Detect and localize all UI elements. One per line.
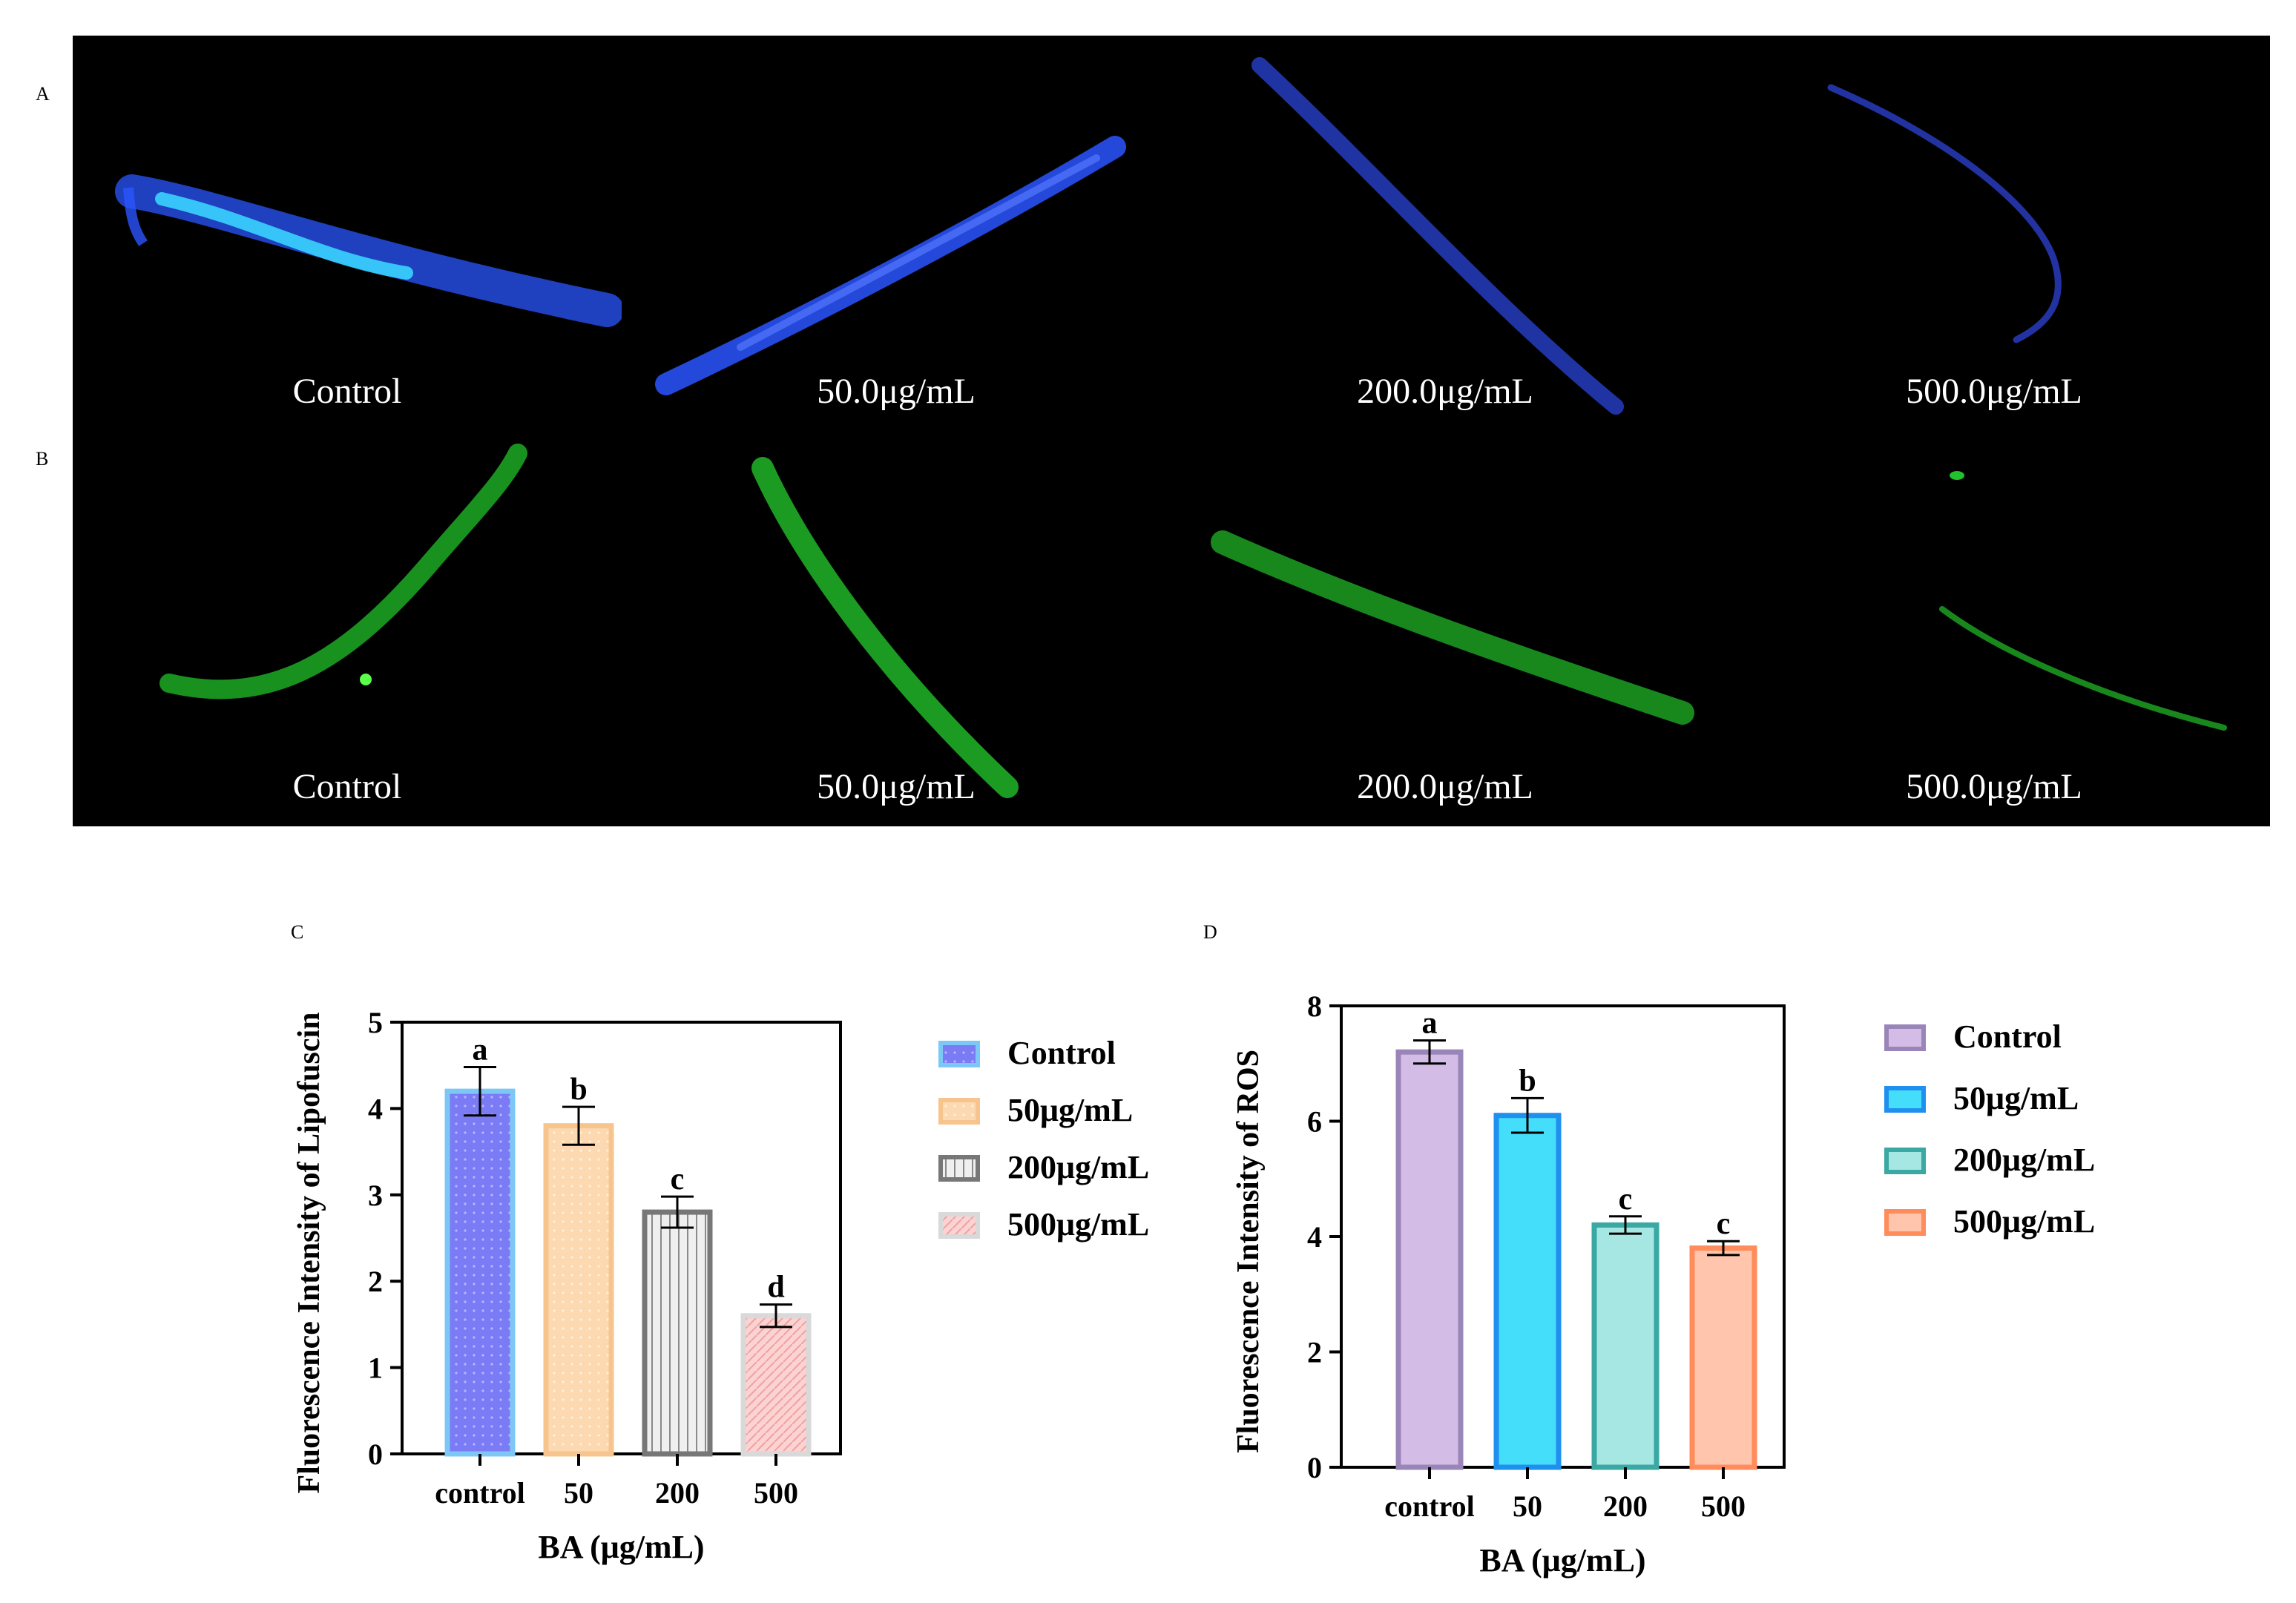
legend-label: Control (1953, 1018, 2062, 1055)
y-axis-title: Fluorescence Intensity of ROS (1231, 1050, 1266, 1453)
legend-swatch (1884, 1148, 1926, 1174)
legend-swatch (938, 1041, 980, 1067)
y-tick-label: 1 (368, 1352, 383, 1385)
caption-b-200: 200.0μg/mL (1357, 767, 1533, 806)
x-axis-title: BA (μg/mL) (538, 1529, 704, 1565)
significance-label: d (767, 1271, 784, 1305)
worm-image (751, 457, 1019, 798)
x-tick-label: control (435, 1476, 524, 1510)
legend-swatch (938, 1155, 980, 1182)
legend-label: 50μg/mL (1007, 1092, 1133, 1128)
legend-swatch (938, 1212, 980, 1239)
micrograph-b-200: 200.0μg/mL (1171, 431, 1720, 826)
x-tick-label: 500 (1701, 1490, 1746, 1523)
micrograph-a-control: Control (73, 36, 622, 431)
y-tick-label: 8 (1307, 990, 1322, 1023)
legend-label: Control (1007, 1035, 1116, 1071)
x-tick-label: 200 (655, 1476, 700, 1510)
worm-image (1939, 471, 2227, 731)
bar (1395, 1049, 1464, 1470)
micrograph-grid: Control 50.0μg/mL 200.0μg/mL 500.0μg/mL … (73, 36, 2270, 826)
micrograph-a-500: 500.0μg/mL (1720, 36, 2269, 431)
legend-label: 200μg/mL (1953, 1142, 2095, 1178)
bar (444, 1088, 516, 1457)
legend-label: 500μg/mL (1953, 1203, 2095, 1240)
caption-a-control: Control (292, 372, 402, 411)
panel-label-a: A (36, 83, 50, 105)
significance-label: b (570, 1073, 587, 1107)
micrograph-a-200: 200.0μg/mL (1171, 36, 1720, 431)
caption-b-500: 500.0μg/mL (1906, 767, 2082, 806)
significance-label: c (671, 1162, 685, 1197)
micrograph-b-control: Control (73, 431, 622, 826)
bar (1689, 1245, 1757, 1470)
legend-swatch (1884, 1209, 1926, 1236)
y-tick-label: 4 (1307, 1220, 1322, 1254)
significance-label: c (1619, 1182, 1633, 1217)
worm-image (1827, 84, 2062, 343)
significance-label: c (1717, 1207, 1731, 1241)
x-axis-title: BA (μg/mL) (1479, 1542, 1645, 1579)
y-tick-label: 0 (368, 1438, 383, 1471)
y-tick-label: 3 (368, 1179, 383, 1212)
x-tick-label: 500 (754, 1476, 798, 1510)
legend-swatch (938, 1098, 980, 1125)
y-tick-label: 4 (368, 1092, 383, 1125)
significance-label: a (1422, 1007, 1438, 1041)
y-tick-label: 6 (1307, 1105, 1322, 1139)
legend-label: 200μg/mL (1007, 1149, 1149, 1185)
micrograph-b-500: 500.0μg/mL (1720, 431, 2269, 826)
panel-label-d: D (1203, 921, 1217, 943)
caption-b-50: 50.0μg/mL (817, 767, 976, 806)
legend-swatch (1884, 1086, 1926, 1113)
caption-a-50: 50.0μg/mL (817, 372, 976, 411)
worm-image (159, 444, 527, 700)
x-tick-label: 50 (564, 1476, 593, 1510)
plot-frame (401, 1021, 842, 1455)
legend-swatch (1884, 1024, 1926, 1051)
worm-image (1211, 530, 1694, 725)
legend-label: 500μg/mL (1007, 1206, 1149, 1242)
micrograph-a-50: 50.0μg/mL (622, 36, 1171, 431)
panel-label-b: B (36, 448, 49, 470)
legend-label: 50μg/mL (1953, 1080, 2079, 1116)
significance-label: a (473, 1033, 488, 1067)
worm-image (115, 174, 622, 327)
y-axis-title: Fluorescence Intensity of Lipofuscin (292, 1012, 326, 1493)
panel-label-c: C (291, 921, 304, 943)
y-tick-label: 0 (1307, 1451, 1322, 1484)
significance-label: b (1519, 1064, 1536, 1098)
micrograph-b-50: 50.0μg/mL (622, 431, 1171, 826)
x-tick-label: 200 (1603, 1490, 1648, 1523)
caption-a-200: 200.0μg/mL (1357, 372, 1533, 411)
bar (1493, 1113, 1562, 1470)
x-tick-label: 50 (1513, 1490, 1542, 1523)
x-tick-label: control (1384, 1490, 1474, 1523)
bar (543, 1123, 614, 1457)
y-tick-label: 2 (368, 1265, 383, 1298)
caption-a-500: 500.0μg/mL (1906, 372, 2082, 411)
y-tick-label: 2 (1307, 1336, 1322, 1369)
worm-image (655, 136, 1126, 395)
caption-b-control: Control (292, 767, 402, 806)
worm-image (1251, 57, 1624, 415)
y-tick-label: 5 (368, 1006, 383, 1039)
bar (1591, 1222, 1659, 1470)
